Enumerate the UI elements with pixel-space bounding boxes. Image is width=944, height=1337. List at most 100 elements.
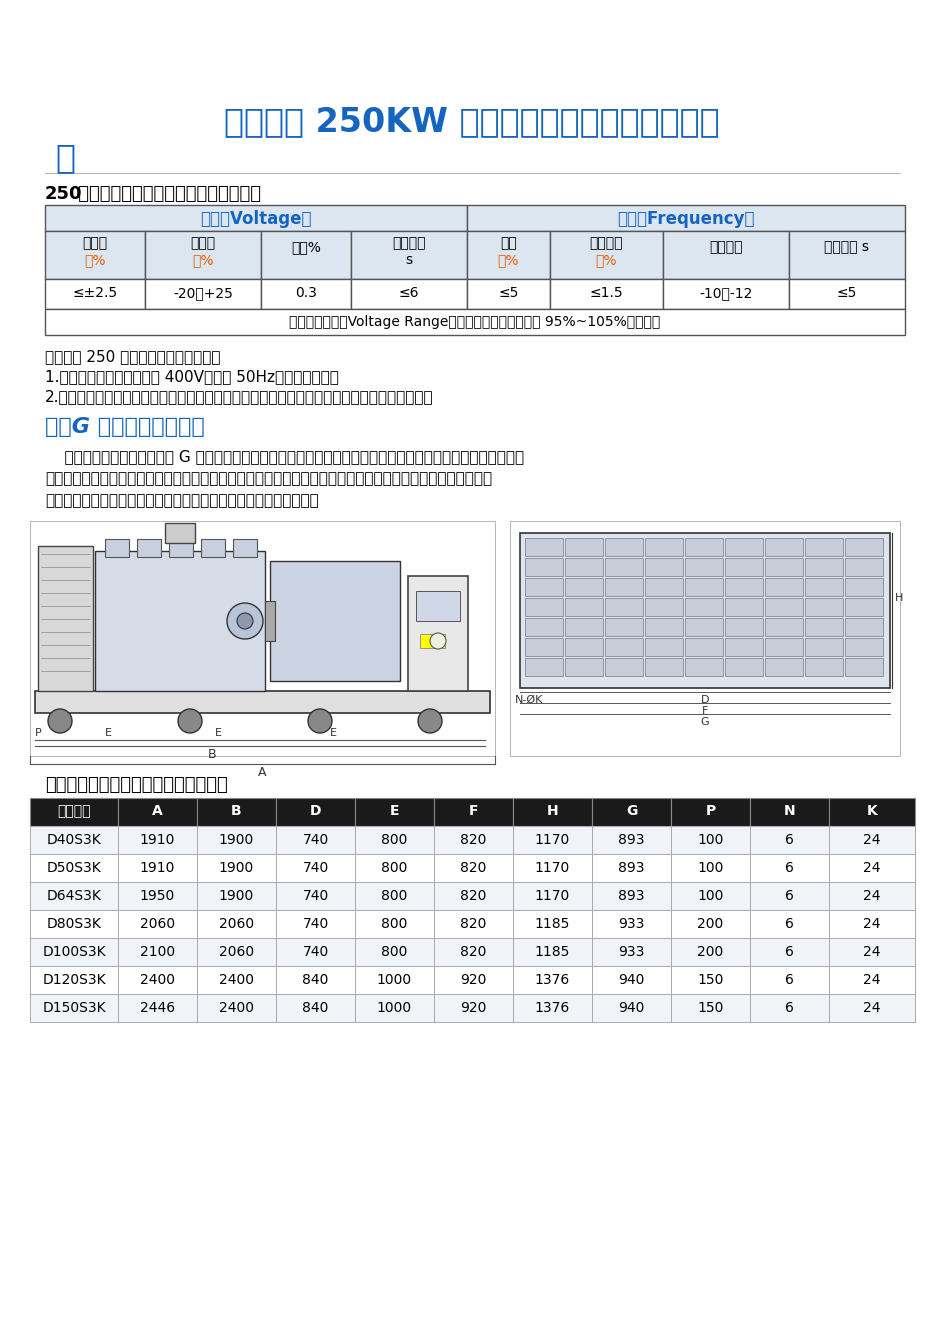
Bar [828,967,914,993]
Bar [684,638,722,656]
Text: 940: 940 [617,973,644,987]
Text: B: B [231,804,242,818]
Bar [684,598,722,616]
Bar [261,231,350,279]
Bar [663,279,788,309]
Bar [30,939,118,967]
Bar [196,798,276,826]
Bar [45,309,904,336]
Bar [355,910,433,939]
Bar [45,231,144,279]
Bar [750,910,828,939]
Bar [30,910,118,939]
Bar [645,638,683,656]
Text: 机组型号: 机组型号 [58,804,91,818]
Bar [466,231,549,279]
Bar [724,558,762,576]
Bar [433,798,513,826]
Bar [433,993,513,1021]
Text: 24: 24 [862,945,880,959]
Bar [30,521,495,755]
Bar [565,658,602,677]
Bar [804,598,842,616]
Text: N: N [783,804,795,818]
Bar [591,826,670,854]
Bar [645,658,683,677]
Text: 2400: 2400 [140,973,175,987]
Bar [804,658,842,677]
Bar [38,545,93,691]
Text: 100: 100 [697,833,723,848]
Bar [750,939,828,967]
Text: 24: 24 [862,889,880,902]
Bar [408,576,467,691]
Bar [804,537,842,556]
Text: 上柴股份 250KW 柴油发电机组技术规格参数资: 上柴股份 250KW 柴油发电机组技术规格参数资 [224,106,719,138]
Bar [30,798,118,826]
Text: 0.3: 0.3 [295,286,316,299]
Text: 800: 800 [381,945,407,959]
Bar [604,598,642,616]
Bar [350,231,466,279]
Bar [513,882,591,910]
Bar [804,618,842,636]
Bar [565,537,602,556]
Text: K: K [866,804,876,818]
Bar [276,967,355,993]
Bar [525,658,563,677]
Text: 带%: 带% [595,253,616,267]
Text: E: E [329,729,337,738]
Bar [604,638,642,656]
Text: 740: 740 [302,861,329,874]
Bar [828,798,914,826]
Text: 频率（Frequency）: 频率（Frequency） [616,210,754,229]
Circle shape [417,709,442,733]
Bar [350,279,466,309]
Text: 200: 200 [697,945,723,959]
Text: 1185: 1185 [534,917,569,931]
Text: 2060: 2060 [219,917,254,931]
Circle shape [48,709,72,733]
Bar [196,826,276,854]
Text: A: A [152,804,162,818]
Text: 933: 933 [617,945,644,959]
Text: E: E [105,729,112,738]
Bar [591,993,670,1021]
Bar [604,578,642,596]
Text: D40S3K: D40S3K [46,833,101,848]
Bar [844,578,882,596]
Text: 1910: 1910 [140,833,175,848]
Bar [264,602,275,640]
Bar [670,826,750,854]
Text: 740: 740 [302,833,329,848]
Bar [765,578,802,596]
Text: D64S3K: D64S3K [46,889,101,902]
Text: ≤5: ≤5 [836,286,856,299]
Text: 翼中电站 250 千瓦柴油发电机组说明：: 翼中电站 250 千瓦柴油发电机组说明： [45,349,220,364]
Bar [549,279,663,309]
Text: D: D [700,695,709,705]
Bar [118,798,196,826]
Bar [765,598,802,616]
Bar [750,882,828,910]
Bar [276,826,355,854]
Bar [196,882,276,910]
Bar [510,521,899,755]
Text: 6: 6 [784,917,793,931]
Bar [591,798,670,826]
Bar [565,618,602,636]
Text: E: E [389,804,398,818]
Bar [604,658,642,677]
Bar [513,910,591,939]
Bar [684,658,722,677]
Bar [355,967,433,993]
Text: 6: 6 [784,945,793,959]
Bar [513,993,591,1021]
Bar [276,882,355,910]
Text: G: G [625,804,636,818]
Bar [30,882,118,910]
Text: 6: 6 [784,973,793,987]
Text: 1000: 1000 [377,973,412,987]
Bar [645,618,683,636]
Bar [684,618,722,636]
